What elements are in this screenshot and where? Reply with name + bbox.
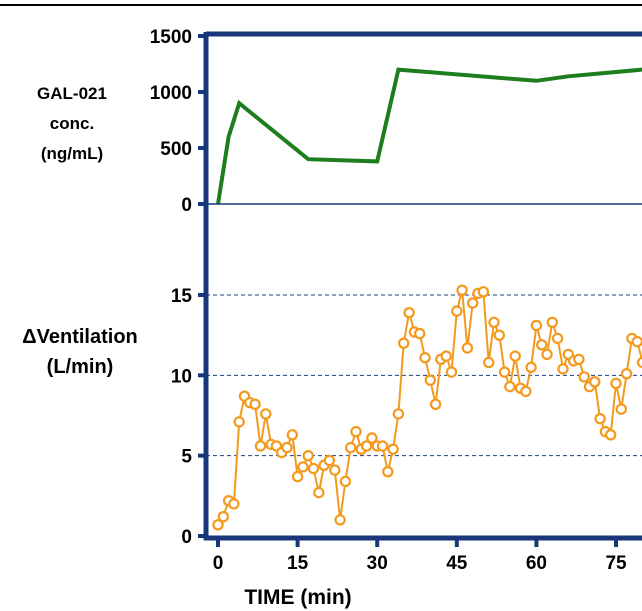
- ventilation-point: [307, 462, 320, 475]
- xtick-label: 30: [367, 553, 388, 574]
- ventilation-point: [631, 335, 642, 348]
- ventilation-point: [578, 371, 590, 383]
- ventilation-point: [217, 511, 229, 523]
- ventilation-point: [228, 498, 240, 510]
- xtick-label: 75: [605, 553, 627, 574]
- ventilation-point: [297, 461, 309, 473]
- bottom-ytick-label: 10: [171, 366, 192, 387]
- ventilation-point: [249, 398, 261, 410]
- ventilation-line: [217, 289, 642, 526]
- ventilation-point: [291, 470, 304, 483]
- ventilation-point: [610, 377, 622, 390]
- bottom-ytick-label: 15: [171, 286, 193, 307]
- ventilation-point: [573, 353, 585, 365]
- xtick-label: 0: [213, 553, 224, 574]
- ventilation-point: [456, 284, 468, 296]
- xtick-label: 45: [446, 553, 468, 574]
- ventilation-point: [387, 443, 399, 455]
- ventilation-point: [605, 429, 617, 441]
- ventilation-point: [440, 350, 452, 362]
- ventilation-point: [451, 305, 463, 317]
- ventilation-point: [281, 441, 293, 454]
- ventilation-point: [483, 356, 495, 369]
- bottom-ytick-label: 0: [181, 527, 192, 548]
- ventilation-point: [493, 329, 505, 341]
- ventilation-point: [551, 332, 564, 345]
- ventilation-point: [594, 413, 606, 425]
- ventilation-point: [520, 385, 532, 398]
- ventilation-point: [525, 361, 537, 373]
- ventilation-point: [360, 440, 373, 452]
- ventilation-point: [392, 408, 405, 420]
- ventilation-point: [541, 348, 553, 361]
- ventilation-point: [589, 376, 601, 388]
- top-ylabel-line-2: conc.: [50, 114, 94, 133]
- ventilation-point: [313, 486, 325, 499]
- ventilation-point: [376, 440, 389, 452]
- top-ytick-label: 1500: [150, 27, 192, 48]
- ventilation-point: [557, 363, 569, 375]
- top-ylabel-line-3: (ng/mL): [41, 144, 103, 163]
- ventilation-point: [504, 380, 516, 393]
- axis-ticks: 0 500 1000 1500 0 5 10 15 0 15 30 45 60 75: [150, 27, 627, 574]
- ventilation-point: [488, 316, 500, 328]
- x-axis-title: TIME (min): [244, 586, 351, 609]
- ventilation-point: [414, 327, 426, 340]
- ventilation-point: [509, 350, 521, 362]
- bottom-ylabel-line-1: ΔVentilation: [22, 326, 138, 348]
- bottom-ylabel-line-2: (L/min): [47, 356, 114, 378]
- ventilation-point: [419, 352, 431, 364]
- ventilation-point: [334, 514, 346, 526]
- ventilation-point: [429, 398, 442, 410]
- ventilation-point: [445, 366, 458, 378]
- top-ytick-label: 0: [181, 195, 192, 216]
- ventilation-point: [636, 356, 642, 369]
- ventilation-point: [212, 519, 224, 531]
- ventilation-point: [339, 475, 352, 488]
- ventilation-point: [350, 425, 362, 438]
- ventilation-point: [424, 374, 436, 386]
- top-ytick-label: 500: [160, 139, 192, 160]
- concentration-line: [216, 67, 642, 205]
- xtick-label: 60: [526, 553, 547, 574]
- ventilation-point: [260, 408, 272, 420]
- ventilation-point: [467, 297, 479, 309]
- ventilation-point: [254, 440, 267, 452]
- ventilation-point: [620, 368, 633, 380]
- ventilation-point: [382, 466, 394, 478]
- ventilation-point: [498, 366, 511, 378]
- ventilation-point: [302, 450, 314, 462]
- ventilation-point: [403, 307, 415, 319]
- ventilation-point: [461, 342, 474, 354]
- ventilation-point: [477, 286, 490, 298]
- top-ytick-label: 1000: [150, 83, 192, 104]
- ventilation-point: [398, 337, 410, 349]
- bottom-ytick-label: 5: [181, 447, 192, 468]
- ventilation-point: [323, 454, 336, 467]
- ventilation-point: [546, 316, 559, 328]
- ventilation-point: [329, 464, 341, 476]
- ventilation-point: [366, 432, 378, 444]
- series-points: [212, 284, 642, 531]
- top-ylabel-line-1: GAL-021: [37, 84, 107, 103]
- ventilation-point: [615, 403, 628, 415]
- ventilation-point: [345, 441, 357, 454]
- xtick-label: 15: [287, 553, 309, 574]
- ventilation-point: [536, 339, 548, 351]
- ventilation-point: [286, 429, 298, 441]
- gridlines: [206, 294, 642, 457]
- ventilation-point: [530, 319, 543, 332]
- ventilation-point: [233, 416, 245, 428]
